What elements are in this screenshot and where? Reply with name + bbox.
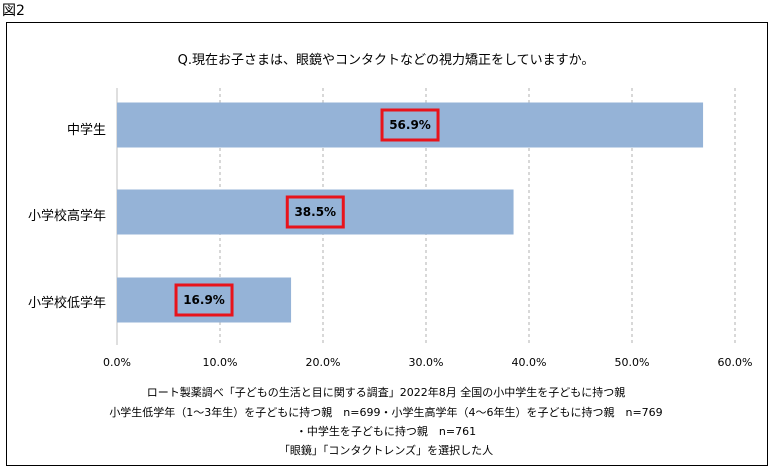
category-label-junior-high: 中学生: [66, 123, 106, 138]
chart-frame: [6, 22, 768, 466]
chart-title: Q.現在お子さまは、眼鏡やコンタクトなどの視力矯正をしていますか。: [177, 53, 595, 68]
source-note-line-3: ・中学生を子どもに持つ親 n=761: [295, 425, 477, 438]
value-label-2: 16.9%: [183, 293, 225, 307]
x-tick-label-1: 10.0%: [203, 356, 238, 369]
value-highlight-box-1: [285, 195, 345, 229]
x-tick-label-5: 50.0%: [615, 356, 650, 369]
figure-label: 図2: [2, 3, 25, 19]
value-highlight-box-2: [174, 283, 234, 317]
x-tick-label-0: 0.0%: [103, 356, 131, 369]
category-label-lower-elementary: 小学校低学年: [27, 296, 106, 311]
x-tick-label-3: 30.0%: [409, 356, 444, 369]
category-label-upper-elementary: 小学校高学年: [27, 209, 106, 224]
source-note-line-4: 「眼鏡」「コンタクトレンズ」を選択した人: [278, 444, 494, 457]
value-label-0: 56.9%: [389, 118, 431, 132]
source-note-line-2: 小学生低学年（1～3年生）を子どもに持つ親 n=699・小学生高学年（4～6年生…: [109, 406, 663, 419]
x-tick-label-4: 40.0%: [512, 356, 547, 369]
source-note-line-1: ロート製薬調べ「子どもの生活と目に関する調査」2022年8月 全国の小中学生を子…: [146, 386, 626, 399]
value-highlight-box-0: [380, 108, 440, 142]
x-tick-label-6: 60.0%: [718, 356, 753, 369]
value-label-1: 38.5%: [294, 205, 336, 219]
x-tick-label-2: 20.0%: [306, 356, 341, 369]
